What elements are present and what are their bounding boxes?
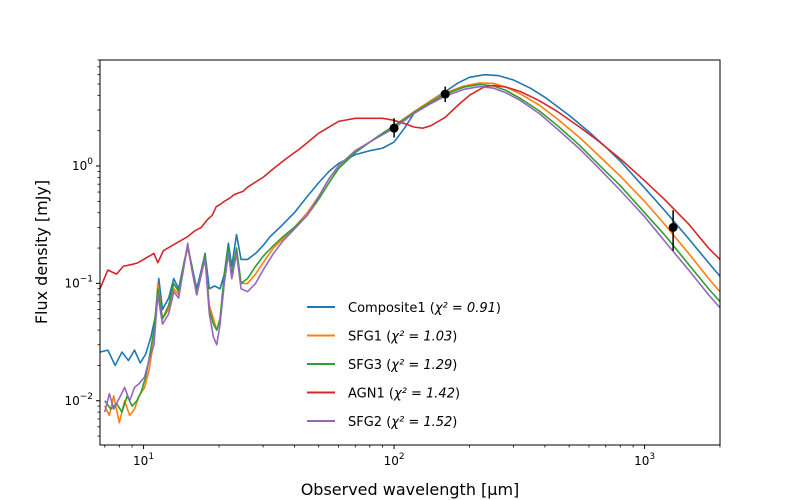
observation-point bbox=[669, 223, 678, 232]
legend-label: AGN1 (χ² = 1.42) bbox=[348, 387, 460, 402]
y-tick-label: 10−1 bbox=[64, 274, 93, 290]
y-axis-label: Flux density [mJy] bbox=[32, 180, 51, 324]
y-tick-label: 10−2 bbox=[64, 392, 93, 408]
x-tick-label: 101 bbox=[133, 452, 154, 468]
axis-ticks: 101 102 103 10−2 10−1 100 bbox=[64, 60, 720, 468]
x-tick-label: 102 bbox=[384, 452, 405, 468]
observations-layer bbox=[390, 87, 678, 251]
legend-label: SFG1 (χ² = 1.03) bbox=[348, 330, 457, 345]
x-tick-label: 103 bbox=[634, 452, 655, 468]
legend: Composite1 (χ² = 0.91) SFG1 (χ² = 1.03) SF… bbox=[307, 301, 501, 430]
legend-label: SFG3 (χ² = 1.29) bbox=[348, 358, 457, 373]
y-tick-label: 100 bbox=[72, 157, 93, 173]
legend-label: Composite1 (χ² = 0.91) bbox=[348, 301, 501, 316]
x-axis-label: Observed wavelength [μm] bbox=[301, 480, 520, 499]
series-line-1 bbox=[100, 75, 720, 366]
observation-point bbox=[390, 124, 399, 133]
legend-label: SFG2 (χ² = 1.52) bbox=[348, 415, 457, 430]
observation-point bbox=[441, 90, 450, 99]
